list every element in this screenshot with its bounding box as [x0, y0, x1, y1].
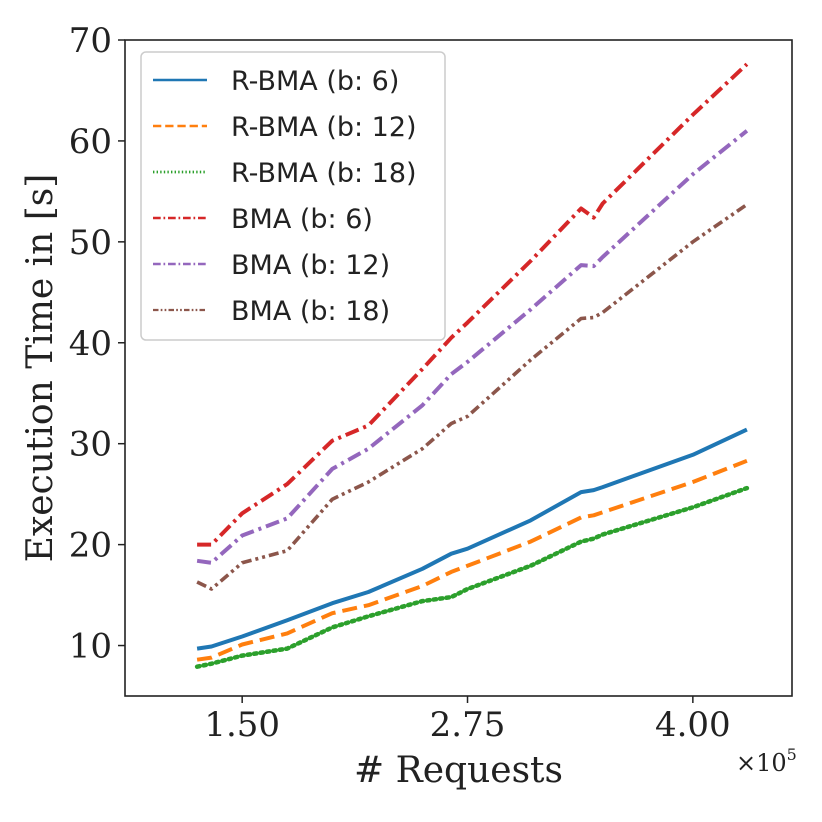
legend-label-1: R-BMA (b: 6)	[231, 66, 399, 97]
legend-box	[140, 51, 446, 341]
legend-label-3: R-BMA (b: 18)	[231, 158, 417, 189]
y-tick-label: 60	[69, 122, 112, 162]
x-axis-offset-base: ×10	[736, 749, 787, 777]
y-tick-label: 70	[69, 21, 112, 61]
y-tick-label: 30	[69, 425, 112, 465]
series-line-6	[196, 203, 748, 591]
y-tick-label: 50	[69, 223, 112, 263]
x-axis-offset-exponent: 5	[787, 745, 797, 764]
series-line-5	[196, 129, 749, 565]
legend-label-5: BMA (b: 12)	[231, 250, 390, 281]
series-line-2	[196, 458, 748, 662]
x-axis-offset-label: ×105	[736, 745, 797, 777]
legend-label-6: BMA (b: 18)	[231, 296, 390, 327]
y-tick-label: 40	[69, 324, 112, 364]
series-line-1	[196, 427, 748, 651]
x-tick-label: 1.50	[204, 705, 280, 745]
y-axis-label: Execution Time in [s]	[20, 174, 61, 563]
legend-label-2: R-BMA (b: 12)	[231, 112, 417, 143]
legend: R-BMA (b: 6) R-BMA (b: 12) R-BMA (b: 18) BM…	[140, 51, 446, 341]
y-tick-label: 10	[69, 627, 112, 667]
series-layer	[194, 62, 750, 669]
ticks-layer: 10 20 30 40 50 60 70 1.50 2.75 4.00	[69, 21, 731, 745]
x-tick-label: 4.00	[655, 705, 731, 745]
series-line-4	[197, 62, 749, 547]
legend-label-4: BMA (b: 6)	[231, 204, 373, 235]
plot-frame	[124, 39, 793, 697]
x-axis-label: # Requests	[354, 750, 563, 791]
y-tick-label: 20	[69, 526, 112, 566]
x-tick-label: 2.75	[430, 705, 506, 745]
series-line-3	[194, 485, 750, 669]
